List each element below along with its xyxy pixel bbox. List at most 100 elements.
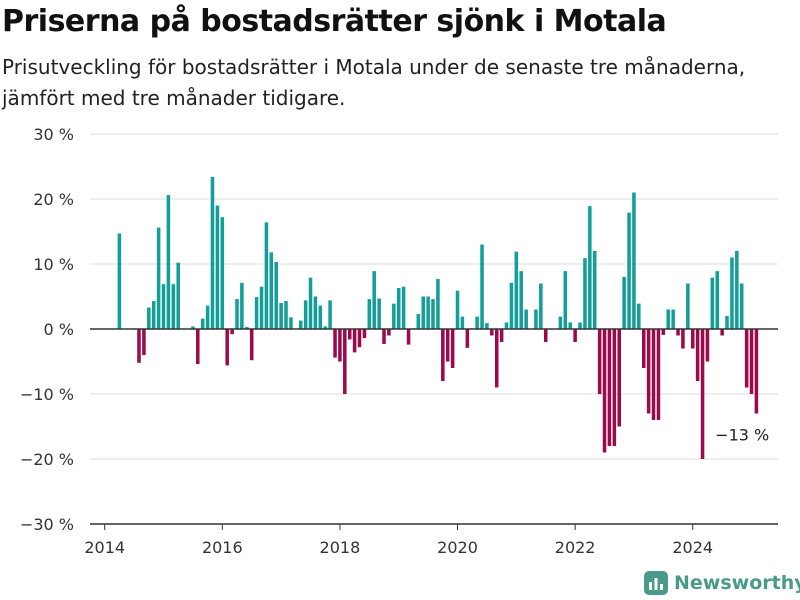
- axes: [90, 328, 778, 530]
- bar: [161, 284, 166, 329]
- bar: [210, 176, 215, 329]
- bar: [573, 329, 577, 342]
- latest-value-label: −13 %: [715, 426, 769, 445]
- bar: [176, 262, 180, 329]
- bar: [739, 283, 744, 329]
- bar: [196, 329, 200, 365]
- bar: [284, 301, 288, 329]
- bar: [303, 300, 308, 329]
- bar: [323, 326, 327, 329]
- bar: [249, 329, 254, 361]
- bar: [200, 318, 205, 329]
- bar: [269, 252, 274, 329]
- x-tick-label: 2018: [320, 538, 361, 557]
- bar: [504, 322, 509, 329]
- bar: [235, 299, 239, 329]
- bar: [274, 262, 278, 329]
- bar: [715, 271, 720, 329]
- bar: [426, 296, 430, 329]
- bar: [431, 299, 435, 329]
- bar: [686, 283, 690, 329]
- y-tick-label: −10 %: [20, 385, 74, 404]
- bar: [313, 296, 318, 329]
- bar: [171, 284, 176, 329]
- grid-lines: [90, 133, 778, 460]
- bar: [735, 251, 739, 329]
- bar: [166, 195, 171, 329]
- bar: [445, 329, 450, 362]
- bar: [514, 251, 519, 329]
- bar: [632, 192, 636, 329]
- bar: [142, 329, 146, 355]
- bar: [578, 322, 582, 329]
- bar: [666, 309, 670, 329]
- bar: [308, 277, 313, 329]
- bar: [352, 329, 357, 353]
- bar: [421, 296, 426, 329]
- bar: [401, 286, 406, 329]
- bar: [387, 329, 391, 336]
- bar: [676, 329, 680, 336]
- bar: [147, 307, 151, 329]
- bar: [705, 329, 710, 362]
- bar: [597, 329, 602, 394]
- bar: [534, 309, 538, 329]
- bar: [382, 329, 386, 344]
- bar: [646, 329, 651, 414]
- bar: [592, 251, 597, 329]
- bar: [622, 277, 626, 329]
- bar: [641, 329, 646, 368]
- chart-title: Priserna på bostadsrätter sjönk i Motala: [2, 4, 667, 39]
- bar: [588, 206, 592, 329]
- bar: [607, 329, 612, 446]
- bar: [690, 329, 695, 349]
- bar: [509, 282, 514, 329]
- bar: [357, 329, 362, 348]
- bar: [602, 329, 607, 453]
- x-tick-label: 2016: [202, 538, 243, 557]
- bar: [485, 323, 489, 329]
- bar: [264, 222, 269, 329]
- bar: [406, 329, 411, 345]
- bar: [396, 288, 401, 329]
- bar: [543, 329, 548, 342]
- bar: [156, 227, 161, 329]
- bar: [568, 322, 573, 329]
- bar: [230, 329, 234, 335]
- bar: [318, 305, 323, 329]
- bar: [392, 303, 396, 329]
- bar: [377, 298, 381, 329]
- chart-subtitle: Prisutveckling för bostadsrätter i Motal…: [2, 55, 746, 110]
- bar: [362, 329, 367, 339]
- bar: [749, 329, 754, 394]
- x-tick-label: 2020: [437, 538, 478, 557]
- bar: [627, 212, 631, 329]
- bar: [539, 283, 543, 329]
- y-tick-label: −30 %: [20, 515, 74, 534]
- bar: [475, 316, 479, 329]
- bar: [441, 329, 445, 381]
- bar: [436, 278, 440, 329]
- bar: [637, 303, 641, 329]
- bar: [494, 329, 499, 388]
- bar: [151, 301, 156, 329]
- x-tick-label: 2022: [555, 538, 596, 557]
- y-tick-label: 0 %: [44, 320, 74, 339]
- bar: [465, 329, 470, 348]
- bar: [490, 329, 494, 336]
- bar: [259, 286, 264, 329]
- bar: [612, 329, 617, 446]
- bar: [695, 329, 700, 381]
- bar: [328, 300, 332, 329]
- bar: [191, 326, 195, 329]
- bar: [700, 329, 705, 459]
- y-tick-label: 20 %: [33, 190, 74, 209]
- bar: [583, 258, 587, 329]
- bar: [289, 317, 293, 329]
- x-tick-label: 2024: [672, 538, 713, 557]
- bar: [215, 205, 220, 329]
- bar: [499, 329, 504, 342]
- newsworthy-logo-icon: [644, 571, 668, 595]
- bar: [254, 297, 259, 329]
